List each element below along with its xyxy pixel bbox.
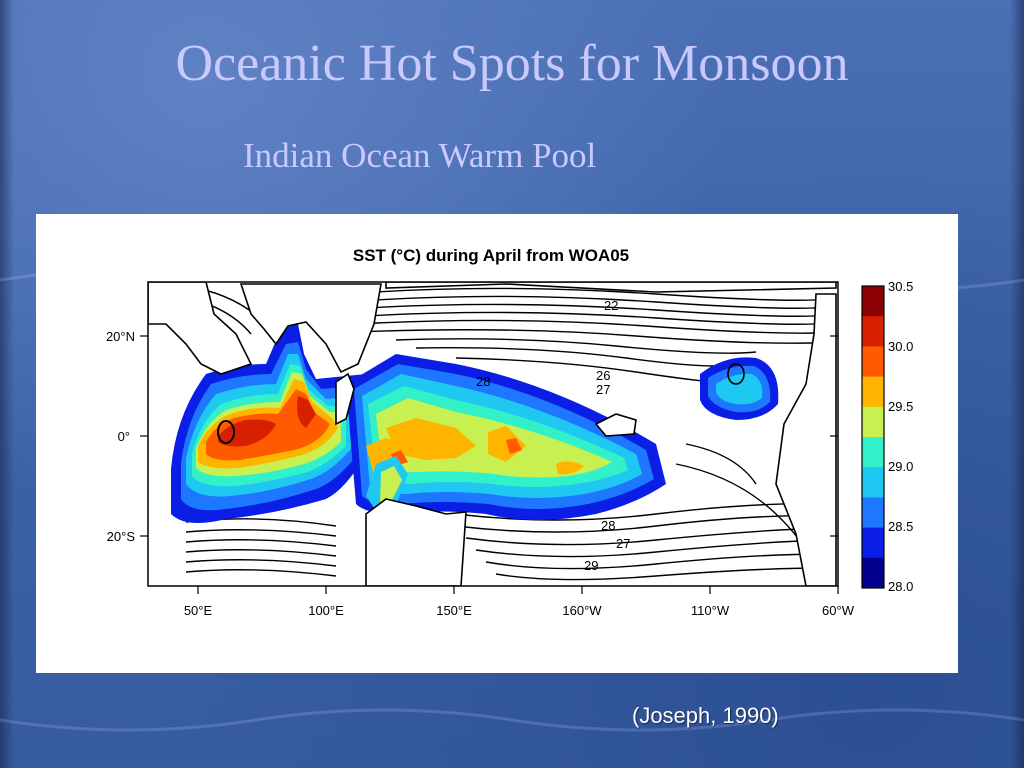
lon-label-160w: 160°W bbox=[562, 603, 602, 618]
lat-ticks bbox=[140, 335, 838, 537]
background-wave bbox=[0, 708, 1024, 732]
colorbar-swatch bbox=[862, 346, 884, 378]
colorbar-swatch bbox=[862, 316, 884, 347]
contour-label: 29 bbox=[584, 558, 598, 573]
slide-left-shade bbox=[0, 0, 14, 768]
colorbar-swatch bbox=[862, 467, 884, 498]
colorbar-labels: 30.5 30.0 29.5 29.0 28.5 28.0 bbox=[888, 279, 913, 594]
colorbar-swatch bbox=[862, 527, 884, 559]
sst-map-figure: SST (°C) during April from WOA05 bbox=[36, 214, 958, 673]
lon-label-100e: 100°E bbox=[308, 603, 344, 618]
pacific-warm-pool bbox=[346, 354, 666, 520]
colorbar-frame bbox=[861, 285, 885, 589]
contour-label: 28 bbox=[476, 374, 490, 389]
lat-label-20n: 20°N bbox=[106, 329, 135, 344]
slide-title: Oceanic Hot Spots for Monsoon bbox=[175, 35, 849, 92]
colorbar-swatch bbox=[862, 286, 884, 317]
east-pacific-warm-patch bbox=[700, 357, 779, 420]
lon-label-60w: 60°W bbox=[822, 603, 855, 618]
contour-label: 27 bbox=[616, 536, 630, 551]
colorbar-swatch bbox=[862, 497, 884, 529]
colorbar-label: 28.5 bbox=[888, 519, 913, 534]
colorbar-label: 29.0 bbox=[888, 459, 913, 474]
contour-label: 28 bbox=[601, 518, 615, 533]
contour-label: 27 bbox=[596, 382, 610, 397]
colorbar-label: 30.5 bbox=[888, 279, 913, 294]
colorbar-label: 29.5 bbox=[888, 399, 913, 414]
slide-right-shade bbox=[1010, 0, 1024, 768]
contour-label: 26 bbox=[596, 368, 610, 383]
colorbar-swatch bbox=[862, 406, 884, 438]
isotherm-lines-south bbox=[185, 443, 827, 585]
contour-label: 22 bbox=[604, 298, 618, 313]
colorbar-label: 28.0 bbox=[888, 579, 913, 594]
colorbar-label: 30.0 bbox=[888, 339, 913, 354]
lon-label-110w: 110°W bbox=[691, 603, 730, 618]
colorbar-swatch bbox=[862, 557, 884, 589]
land-masses bbox=[148, 282, 837, 586]
contour-label-group: 22 26 27 28 28 27 29 bbox=[476, 298, 630, 573]
lat-label-equator: 0° bbox=[118, 429, 130, 444]
lon-label-150e: 150°E bbox=[436, 603, 472, 618]
map-title: SST (°C) during April from WOA05 bbox=[353, 246, 629, 265]
colorbar-swatch bbox=[862, 376, 884, 408]
colorbar bbox=[862, 286, 884, 589]
lon-ticks bbox=[197, 586, 839, 594]
citation: (Joseph, 1990) bbox=[632, 703, 779, 728]
map-frame bbox=[147, 281, 839, 587]
map-plot-area: 22 26 27 28 28 27 29 bbox=[148, 282, 838, 586]
lon-label-50e: 50°E bbox=[184, 603, 213, 618]
sst-map-svg: SST (°C) during April from WOA05 bbox=[106, 246, 913, 618]
slide-subtitle: Indian Ocean Warm Pool bbox=[243, 136, 597, 175]
lat-label-20s: 20°S bbox=[107, 529, 136, 544]
colorbar-swatch bbox=[862, 437, 884, 468]
